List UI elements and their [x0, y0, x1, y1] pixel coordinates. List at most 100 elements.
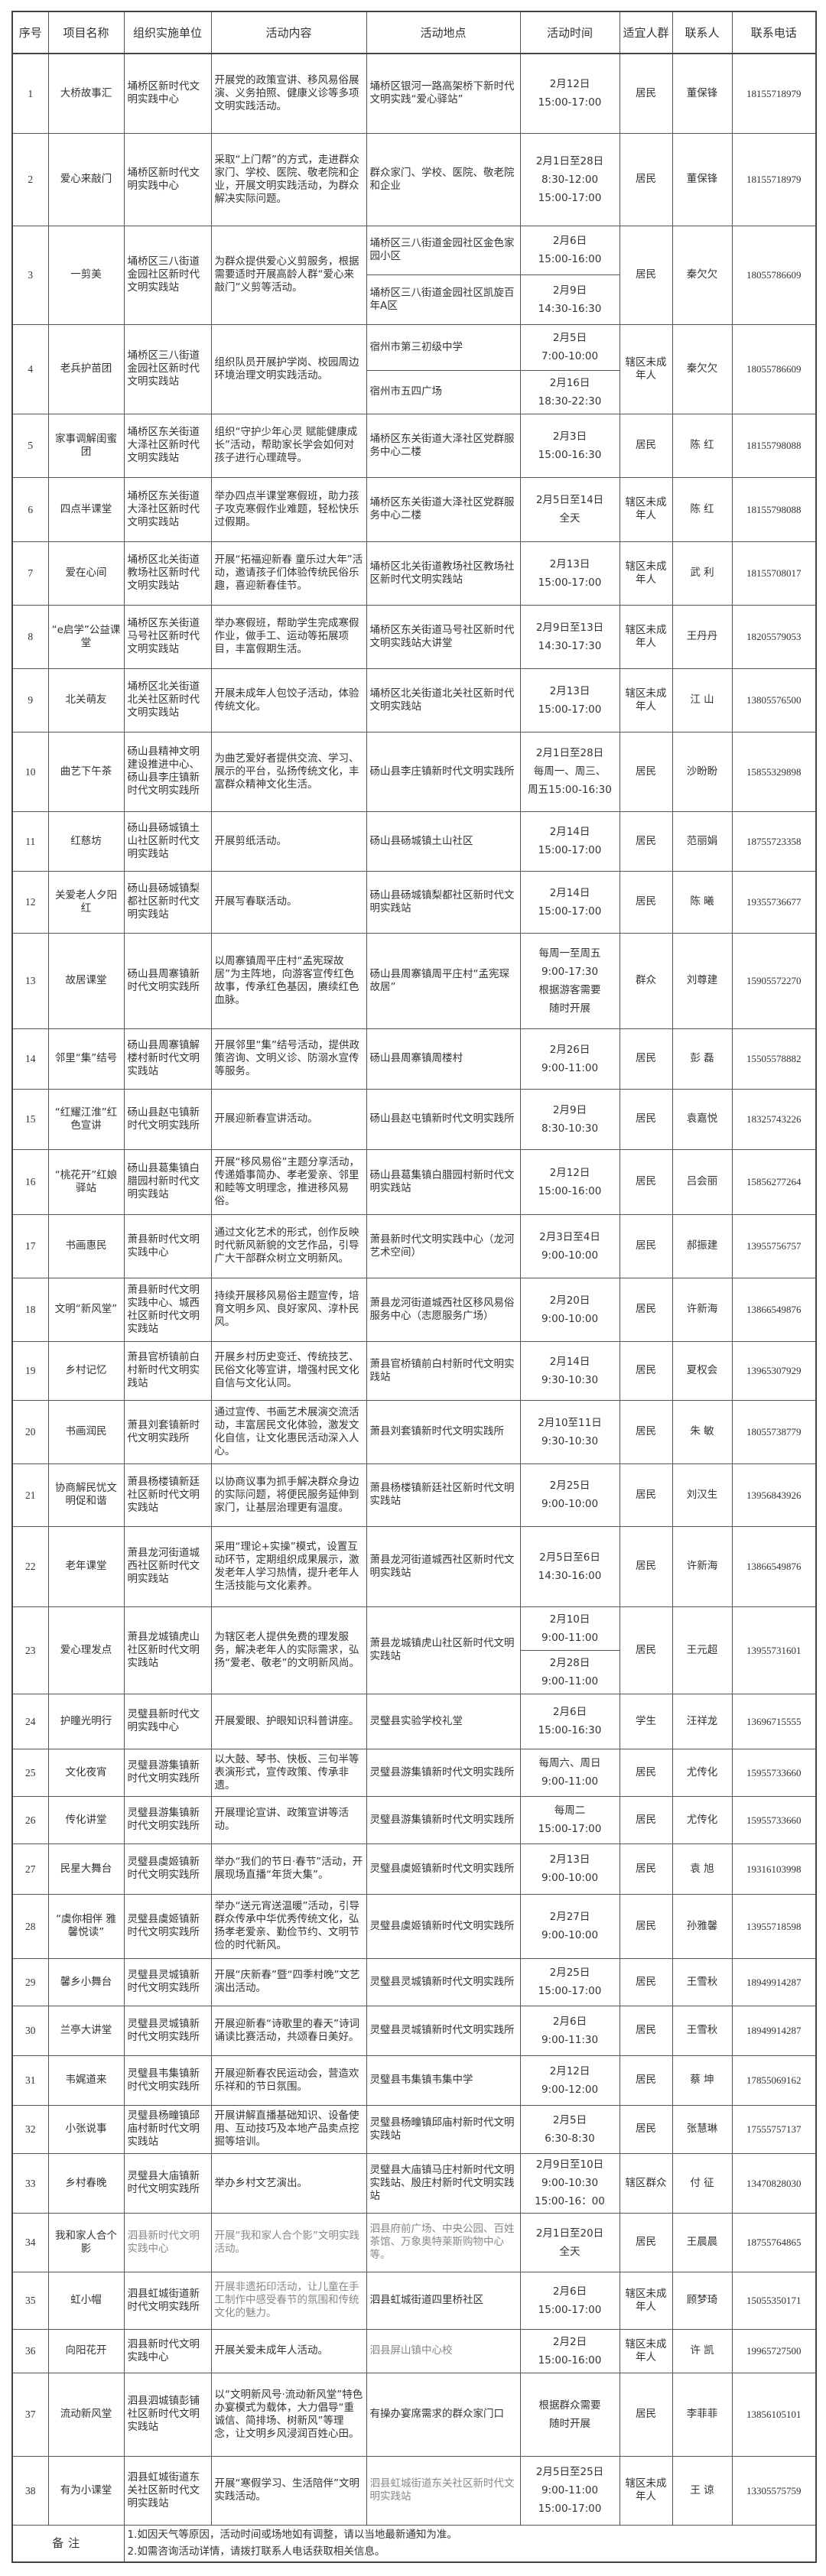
contact-phone: 13470828030	[731, 2152, 817, 2214]
project-name: 有为小课堂	[47, 2455, 125, 2526]
activity-location: 灵璧县虞姬镇新时代文明实践所	[366, 1893, 521, 1959]
organizer: 埇桥区新时代文明实践中心	[123, 53, 212, 134]
activity-content: 开展党的政策宣讲、移风易俗展演、义务拍照、健康义诊等多项文明实践活动。	[210, 53, 367, 134]
row-number: 1	[11, 53, 49, 134]
table-row: 26 传化讲堂 灵璧县游集镇新时代文明实践所 开展理论宣讲、政策宣讲等活动。 灵璧县游集…	[11, 1795, 817, 1844]
header-location: 活动地点	[366, 11, 521, 54]
project-name: 爱心来敲门	[47, 132, 125, 226]
row-number: 36	[11, 2328, 49, 2373]
target-audience: 居民	[619, 2372, 673, 2457]
row-number: 34	[11, 2212, 49, 2272]
activity-time: 2月9日至13日 14:30-17:30	[519, 604, 620, 669]
contact-phone: 15855329898	[731, 731, 817, 812]
activity-location: 萧县刘套镇新时代文明实践所	[366, 1399, 521, 1464]
activity-location: 砀山县葛集镇白腊园村新时代文明实践站	[366, 1148, 521, 1215]
activity-content: 采用“理论+实操”模式，设置互动环节，定期组织成果展示，激发老年人学习热情，提升…	[210, 1525, 367, 1607]
activity-content: 开展写春联活动。	[210, 870, 367, 934]
contact-phone: 18155708017	[731, 541, 817, 606]
project-name: 协商解民忧文明促和谐	[47, 1463, 125, 1527]
contact-phone: 17555757137	[731, 2104, 817, 2154]
organizer: 灵璧县新时代文明实践中心	[123, 1693, 212, 1749]
table-sub-row: 2月28日 9:00-11:00	[12, 1649, 816, 1694]
activity-content: 举办四点半课堂寒假班，助力孩子攻克寒假作业难题，轻松快乐过假期。	[210, 476, 367, 542]
header-no: 序号	[11, 11, 49, 54]
organizer: 萧县杨楼镇新廷社区新时代文明实践站	[123, 1463, 212, 1527]
contact-phone: 18949914287	[731, 1957, 817, 2006]
activity-location: 砀山县砀城镇土山社区	[366, 810, 521, 872]
activity-time: 2月25日 9:00-10:00	[519, 1463, 620, 1527]
table-header-row: 序号 项目名称 组织实施单位 活动内容 活动地点 活动时间 适宜人群 联系人 联系电话	[11, 11, 817, 54]
organizer: 泗县新时代文明实践中心	[123, 2328, 212, 2373]
target-audience: 居民	[619, 731, 673, 812]
header-phone: 联系电话	[731, 11, 817, 54]
project-name: 红慈坊	[47, 810, 125, 872]
activity-time: 2月2日 15:00-16:00	[519, 2328, 620, 2373]
project-name: 北关萌友	[47, 668, 125, 733]
activity-content: 开展“寒假学习、生活陪伴”文明实践活动。	[210, 2455, 367, 2526]
activity-location: 灵璧县游集镇新时代文明实践所	[366, 1795, 521, 1844]
activity-time: 2月14日 9:30-10:30	[519, 1340, 620, 1401]
organizer: 萧县龙城镇虎山社区新时代文明实践站	[123, 1606, 212, 1694]
activity-content: 举办“送元宵送温暖”活动，引导群众传承中华优秀传统文化，弘扬孝老爱亲、勤俭节约、…	[210, 1893, 367, 1959]
contact-person: 孙雅馨	[672, 1893, 733, 1959]
table-row: 5 家事调解闺蜜团 埇桥区东关街道大泽社区新时代文明实践站 组织“守护少年心灵 赋能健…	[11, 413, 817, 478]
contact-phone: 13965307929	[731, 1340, 817, 1401]
contact-person: 陈 红	[672, 413, 733, 478]
organizer: 萧县新时代文明实践中心	[123, 1213, 212, 1278]
activity-time: 2月3日 15:00-16:30	[519, 413, 620, 478]
contact-person: 郝振建	[672, 1213, 733, 1278]
project-name: 老兵护苗团	[47, 323, 125, 414]
activity-content: 持续开展移风易俗主题宣传，培育文明乡风、良好家风、淳朴民风。	[210, 1277, 367, 1342]
contact-phone: 18055786609	[731, 225, 817, 325]
notes-content: 1.如因天气等原因，活动时间或场地如有调整，请以当地最新通知为准。 2.如需咨询活…	[123, 2524, 817, 2563]
contact-person: 王晨晨	[672, 2212, 733, 2272]
organizer: 砀山县砀城镇梨都社区新时代文明实践站	[123, 870, 212, 934]
row-number: 26	[11, 1795, 49, 1844]
activity-location: 灵璧县灵城镇新时代文明实践所	[366, 1957, 521, 2006]
activity-location: 萧县龙河街道城西社区新时代文明实践站	[366, 1525, 521, 1607]
row-number: 32	[11, 2104, 49, 2154]
row-number: 19	[11, 1340, 49, 1401]
table-row: 2 爱心来敲门 埇桥区新时代文明实践中心 采取“上门帮”的方式，走进群众家门、学校、医…	[11, 132, 817, 226]
activity-location: 埇桥区东关街道马号社区新时代文明实践站大讲堂	[366, 604, 521, 669]
target-audience: 居民	[619, 1028, 673, 1090]
contact-person: 刘汉生	[672, 1463, 733, 1527]
organizer: 萧县龙河街道城西社区新时代文明实践站	[123, 1525, 212, 1607]
organizer: 砀山县周寨镇解楼村新时代文明实践站	[123, 1028, 212, 1090]
project-name: 文明“新风堂”	[47, 1277, 125, 1342]
contact-person: 王雪秋	[672, 2005, 733, 2056]
activity-time: 2月10至11日 9:30-10:30	[519, 1399, 620, 1464]
target-audience: 居民	[619, 1957, 673, 2006]
activity-location: 泗县虹城街道东关社区新时代文明实践站	[366, 2455, 521, 2526]
contact-person: 尤传化	[672, 1748, 733, 1797]
row-number: 2	[11, 132, 49, 226]
contact-person: 陈 红	[672, 476, 733, 542]
activity-location: 萧县杨楼镇新廷社区新时代文明实践站	[366, 1463, 521, 1527]
contact-person: 王雪秋	[672, 1957, 733, 2006]
row-number: 38	[11, 2455, 49, 2526]
contact-phone: 19965727500	[731, 2328, 817, 2373]
activity-location: 萧县官桥镇前白村新时代文明实践站	[366, 1340, 521, 1401]
activity-location: 泗县屏山镇中心校	[366, 2328, 521, 2373]
contact-person: 李菲菲	[672, 2372, 733, 2457]
project-name: “红耀江淮”红色宣讲	[47, 1088, 125, 1150]
activity-location: 萧县新时代文明实践中心（龙河艺术空间）	[366, 1213, 521, 1278]
contact-phone: 13955718598	[731, 1893, 817, 1959]
activity-content: 开展乡村历史变迁、传统技艺、民俗文化等宣讲，增强村民文化自信与文化认同。	[210, 1340, 367, 1401]
activity-time: 2月13日 15:00-17:00	[519, 668, 620, 733]
project-name: 流动新风堂	[47, 2372, 125, 2457]
contact-person: 秦欠欠	[672, 225, 733, 325]
project-name: 护瞳光明行	[47, 1693, 125, 1749]
contact-person: 朱 敏	[672, 1399, 733, 1464]
activity-content: 开展剪纸活动。	[210, 810, 367, 872]
project-name: 文化夜宵	[47, 1748, 125, 1797]
target-audience: 居民	[619, 1213, 673, 1278]
table-row: 15 “红耀江淮”红色宣讲 砀山县赵屯镇新时代文明实践所 开展迎新春宣讲活动。 砀山县赵…	[11, 1088, 817, 1150]
target-audience: 居民	[619, 1088, 673, 1150]
contact-person: 江 山	[672, 668, 733, 733]
target-audience: 居民	[619, 2005, 673, 2056]
contact-phone: 13856105101	[731, 2372, 817, 2457]
contact-phone: 18325743226	[731, 1088, 817, 1150]
organizer: 灵璧县虞姬镇新时代文明实践所	[123, 1843, 212, 1895]
header-name: 项目名称	[47, 11, 125, 54]
